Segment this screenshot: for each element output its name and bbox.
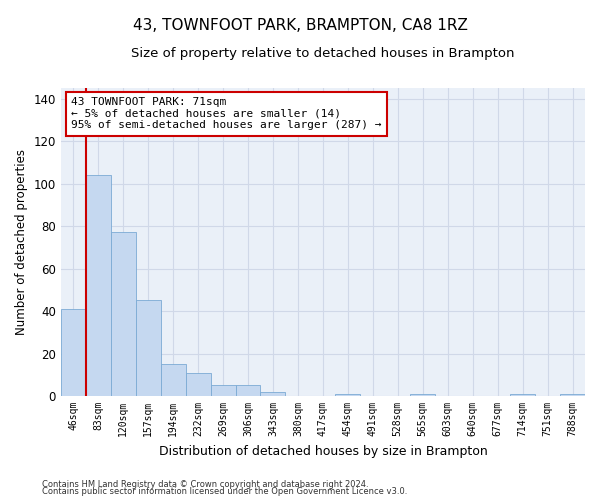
Text: 43, TOWNFOOT PARK, BRAMPTON, CA8 1RZ: 43, TOWNFOOT PARK, BRAMPTON, CA8 1RZ [133,18,467,32]
Bar [86,175,111,396]
Bar [185,372,211,396]
Text: 43 TOWNFOOT PARK: 71sqm
← 5% of detached houses are smaller (14)
95% of semi-det: 43 TOWNFOOT PARK: 71sqm ← 5% of detached… [71,98,382,130]
Y-axis label: Number of detached properties: Number of detached properties [15,149,28,335]
Bar [410,394,435,396]
Bar [236,386,260,396]
Bar [335,394,361,396]
Bar [260,392,286,396]
Bar [136,300,161,396]
Bar [211,386,236,396]
Bar [161,364,185,396]
Bar [560,394,585,396]
Text: Contains public sector information licensed under the Open Government Licence v3: Contains public sector information licen… [42,488,407,496]
X-axis label: Distribution of detached houses by size in Brampton: Distribution of detached houses by size … [158,444,487,458]
Bar [510,394,535,396]
Text: Contains HM Land Registry data © Crown copyright and database right 2024.: Contains HM Land Registry data © Crown c… [42,480,368,489]
Bar [111,232,136,396]
Bar [61,309,86,396]
Title: Size of property relative to detached houses in Brampton: Size of property relative to detached ho… [131,48,515,60]
